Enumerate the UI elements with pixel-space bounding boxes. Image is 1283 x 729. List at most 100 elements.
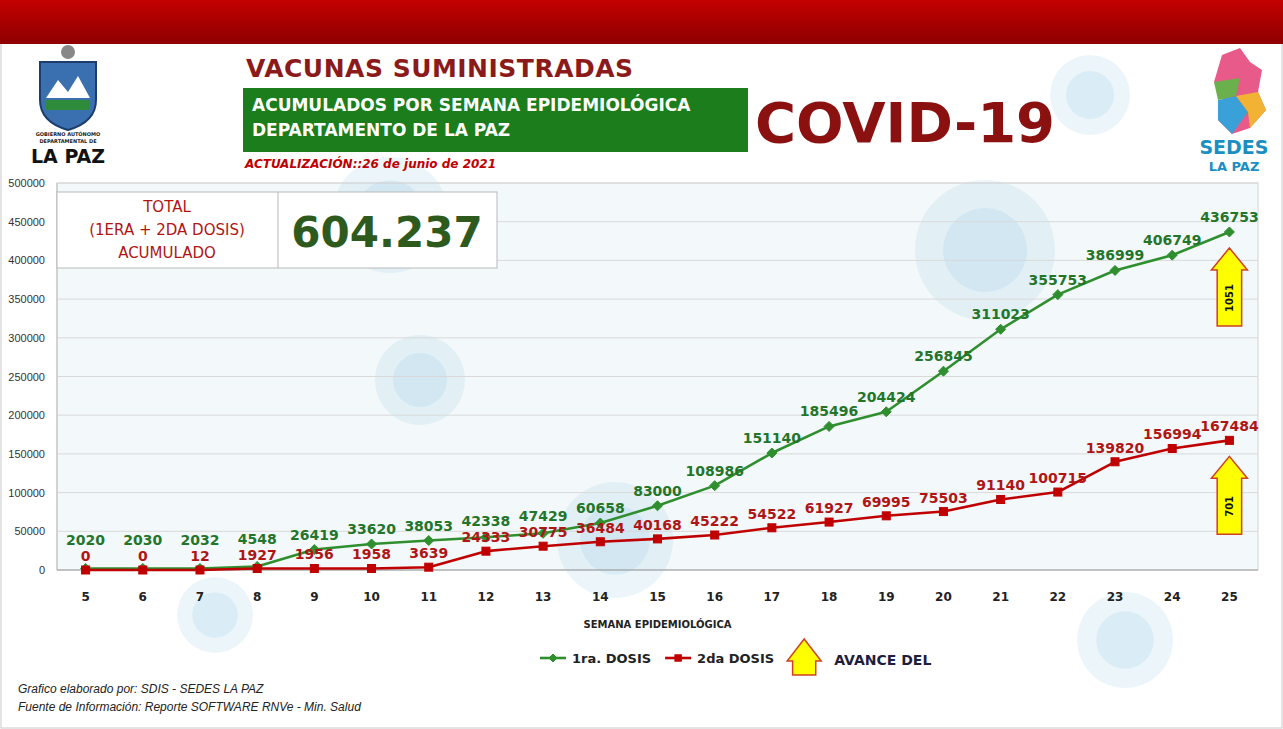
data-label: 38053 xyxy=(404,518,453,534)
data-label: 151140 xyxy=(743,430,802,446)
marker xyxy=(81,563,91,573)
marker xyxy=(1168,444,1176,452)
marker xyxy=(195,563,205,573)
marker xyxy=(1110,265,1120,275)
y-tick-label: 350000 xyxy=(8,293,45,305)
virus-decoration xyxy=(1050,55,1130,135)
map-logo xyxy=(1214,48,1266,134)
shield-field xyxy=(46,100,90,110)
marker xyxy=(997,495,1005,503)
y-tick-label: 100000 xyxy=(8,487,45,499)
x-tick-label: 11 xyxy=(420,590,437,604)
marker xyxy=(768,524,776,532)
legend-marker xyxy=(675,655,681,661)
virus-decoration xyxy=(393,353,447,407)
total-divider xyxy=(278,192,279,268)
data-label: 1927 xyxy=(238,547,277,563)
data-label: 108986 xyxy=(685,463,743,479)
data-label: 24333 xyxy=(462,529,511,545)
update-date: ACTUALIZACIÓN::26 de junio de 2021 xyxy=(244,156,496,171)
marker xyxy=(368,564,376,572)
logo-text: DEPARTAMENTAL DE xyxy=(39,138,97,144)
x-tick-label: 15 xyxy=(649,590,666,604)
data-label: 1958 xyxy=(352,546,391,562)
data-label: 33620 xyxy=(347,521,396,537)
marker xyxy=(824,421,834,431)
x-tick-label: 17 xyxy=(764,590,781,604)
marker xyxy=(938,366,948,376)
x-tick-label: 24 xyxy=(1164,590,1181,604)
logo-text: LA PAZ xyxy=(31,145,105,167)
footer: Grafico elaborado por: SDIS - SEDES LA P… xyxy=(18,682,264,696)
data-label: 355753 xyxy=(1029,272,1087,288)
data-label: 185496 xyxy=(800,403,858,419)
total-label: (1ERA + 2DA DOSIS) xyxy=(89,221,245,239)
y-tick-label: 400000 xyxy=(8,254,45,266)
data-label: 60658 xyxy=(576,500,625,516)
marker xyxy=(539,542,547,550)
data-label: 91140 xyxy=(976,477,1025,493)
grid-line xyxy=(57,337,1258,338)
x-tick-label: 13 xyxy=(535,590,552,604)
page: 0500001000001500002000002500003000003500… xyxy=(0,0,1283,729)
subtitle-box xyxy=(243,88,748,152)
marker xyxy=(196,566,204,574)
data-label: 42338 xyxy=(462,513,511,529)
data-label: 386999 xyxy=(1086,247,1144,263)
marker xyxy=(424,536,434,546)
map-logo xyxy=(1214,78,1240,100)
annotation: 1051 xyxy=(1224,284,1235,312)
footer: Fuente de Información: Reporte SOFTWARE … xyxy=(18,700,361,714)
y-tick-label: 450000 xyxy=(8,216,45,228)
virus-decoration xyxy=(177,577,253,653)
grid-line xyxy=(57,376,1258,377)
data-label: 69995 xyxy=(862,494,911,510)
data-label: 4548 xyxy=(238,531,277,547)
shield-crest xyxy=(61,45,75,59)
data-label: 40168 xyxy=(633,517,682,533)
x-tick-label: 19 xyxy=(878,590,895,604)
plot-marks xyxy=(81,227,1235,574)
logo-text: SEDES xyxy=(1199,136,1268,158)
x-tick-label: 21 xyxy=(992,590,1009,604)
data-label: 204424 xyxy=(857,389,916,405)
data-label: 167484 xyxy=(1200,418,1259,434)
data-label: 139820 xyxy=(1086,440,1145,456)
annotation: 701 xyxy=(1224,496,1235,517)
marker xyxy=(1054,488,1062,496)
marker xyxy=(139,566,147,574)
title: VACUNAS SUMINISTRADAS xyxy=(246,54,634,83)
data-label: 3639 xyxy=(409,545,448,561)
marker xyxy=(1225,436,1233,444)
virus-decoration xyxy=(943,208,1027,292)
marker xyxy=(710,481,720,491)
x-tick-label: 8 xyxy=(253,590,261,604)
total-label: TOTAL xyxy=(142,198,191,216)
data-label: 156994 xyxy=(1143,426,1202,442)
x-tick-label: 7 xyxy=(196,590,204,604)
x-tick-label: 22 xyxy=(1049,590,1066,604)
map-logo xyxy=(1236,92,1266,128)
page-border xyxy=(1,1,1282,728)
x-tick-label: 14 xyxy=(592,590,609,604)
data-label: 311023 xyxy=(971,306,1029,322)
marker xyxy=(482,547,490,555)
progress-arrow xyxy=(1211,456,1247,534)
marker xyxy=(653,501,663,511)
data-label: 61927 xyxy=(805,500,854,516)
x-tick-label: 5 xyxy=(81,590,89,604)
virus-decoration xyxy=(1066,71,1114,119)
virus-decoration xyxy=(1096,611,1154,669)
marker xyxy=(711,531,719,539)
marker xyxy=(253,565,261,573)
data-label: 45222 xyxy=(690,513,739,529)
data-label: 256845 xyxy=(914,348,972,364)
data-label: 100715 xyxy=(1029,470,1087,486)
virus-decoration xyxy=(1077,592,1173,688)
marker xyxy=(138,563,148,573)
grid-line xyxy=(57,299,1258,300)
x-tick-label: 9 xyxy=(310,590,318,604)
total-label: ACUMULADO xyxy=(118,244,216,262)
marker xyxy=(310,564,318,572)
y-tick-label: 300000 xyxy=(8,332,45,344)
